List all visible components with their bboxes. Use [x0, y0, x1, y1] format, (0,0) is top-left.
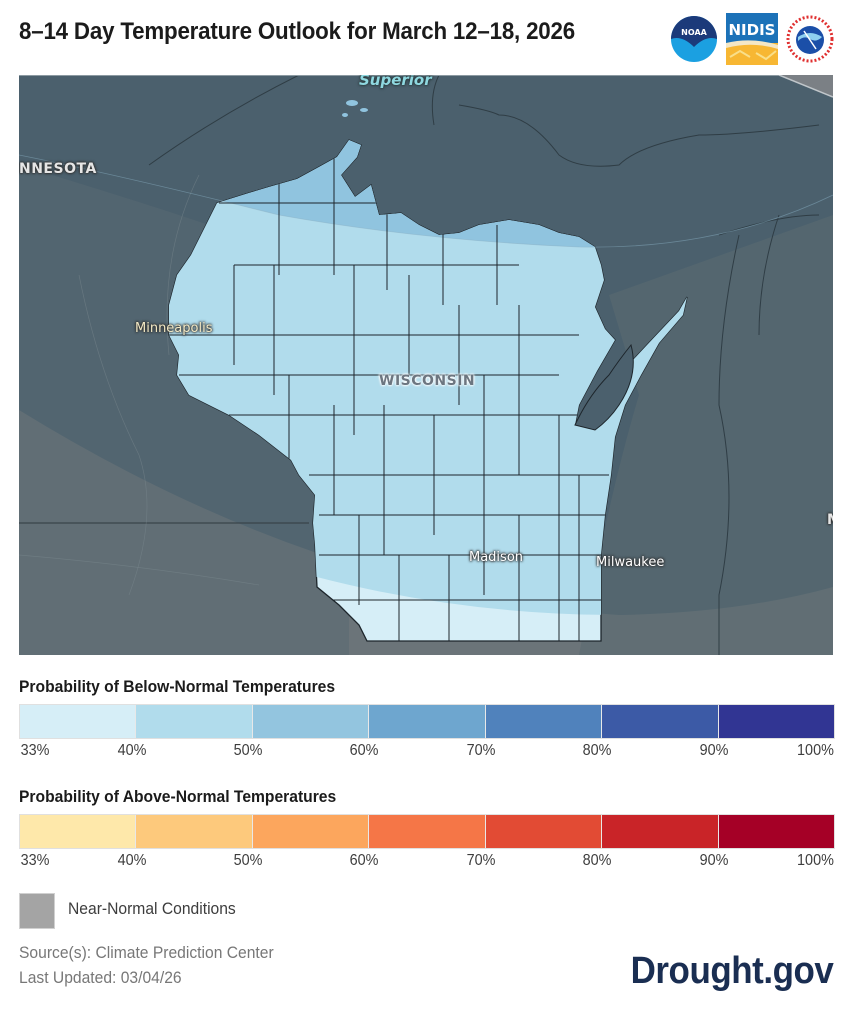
- map-label-madison: Madison: [469, 550, 524, 565]
- map-label-michigan-partial: M: [827, 512, 833, 528]
- legend-above-swatch: [20, 815, 137, 848]
- tick-label: 40%: [117, 742, 147, 759]
- legend-below-swatch: [718, 705, 834, 738]
- legend-above-swatch: [136, 815, 253, 848]
- tick-label: 40%: [117, 852, 147, 869]
- nidis-logo-icon: NIDIS: [726, 13, 778, 65]
- tick-label: 70%: [466, 742, 496, 759]
- legend-above-swatch: [252, 815, 370, 848]
- source-info: Source(s): Climate Prediction Center Las…: [19, 940, 274, 990]
- tick-label: 90%: [699, 852, 729, 869]
- map-canvas: [19, 75, 833, 655]
- map-label-lake-superior: Superior: [359, 75, 432, 89]
- legend-below-swatch: [20, 705, 137, 738]
- tick-label: 60%: [349, 852, 379, 869]
- legend-below-swatch: [252, 705, 370, 738]
- map-label-minnesota: NNESOTA: [19, 161, 97, 177]
- map-label-minneapolis: Minneapolis: [135, 321, 213, 336]
- nws-logo-icon: [786, 15, 834, 63]
- drought-gov-brand[interactable]: Drought.gov: [630, 950, 833, 992]
- tick-label: 50%: [233, 742, 263, 759]
- legend-above-swatch: [485, 815, 603, 848]
- legend-above-ticks: 33% 40% 50% 60% 70% 80% 90% 100%: [19, 852, 835, 874]
- tick-label: 60%: [349, 742, 379, 759]
- tick-label: 33%: [20, 852, 50, 869]
- near-normal-label: Near-Normal Conditions: [68, 899, 236, 918]
- map-label-milwaukee: Milwaukee: [596, 555, 665, 570]
- legend-below-swatch: [602, 705, 719, 738]
- tick-label: 70%: [466, 852, 496, 869]
- legend-below-ticks: 33% 40% 50% 60% 70% 80% 90% 100%: [19, 742, 835, 764]
- partner-logos: NOAA NIDIS: [670, 13, 834, 65]
- legend-above-bar: [19, 814, 835, 849]
- legend-below-swatch: [369, 705, 486, 738]
- map-label-wisconsin: WISCONSIN: [379, 373, 476, 389]
- legend-above-swatch: [602, 815, 719, 848]
- tick-label: 100%: [797, 852, 834, 869]
- legend-below-swatch: [485, 705, 603, 738]
- tick-label: 33%: [20, 742, 50, 759]
- outlook-map[interactable]: Superior NNESOTA WISCONSIN Minneapolis M…: [19, 75, 833, 655]
- tick-label: 90%: [699, 742, 729, 759]
- tick-label: 50%: [233, 852, 263, 869]
- legend-below-swatch: [136, 705, 253, 738]
- tick-label: 80%: [582, 742, 612, 759]
- legend-above-swatch: [718, 815, 834, 848]
- legend-above-title: Probability of Above-Normal Temperatures: [19, 787, 337, 806]
- noaa-logo-icon: NOAA: [671, 16, 717, 62]
- page-title: 8–14 Day Temperature Outlook for March 1…: [19, 18, 575, 45]
- tick-label: 100%: [797, 742, 834, 759]
- legend-below-title: Probability of Below-Normal Temperatures: [19, 677, 336, 696]
- svg-text:NIDIS: NIDIS: [729, 21, 776, 39]
- legend-below-bar: [19, 704, 835, 739]
- source-text: Source(s): Climate Prediction Center: [19, 943, 274, 962]
- near-normal-swatch: [19, 893, 55, 929]
- legend-above-swatch: [369, 815, 486, 848]
- svg-text:NOAA: NOAA: [681, 28, 707, 37]
- last-updated-text: Last Updated: 03/04/26: [19, 968, 182, 987]
- tick-label: 80%: [582, 852, 612, 869]
